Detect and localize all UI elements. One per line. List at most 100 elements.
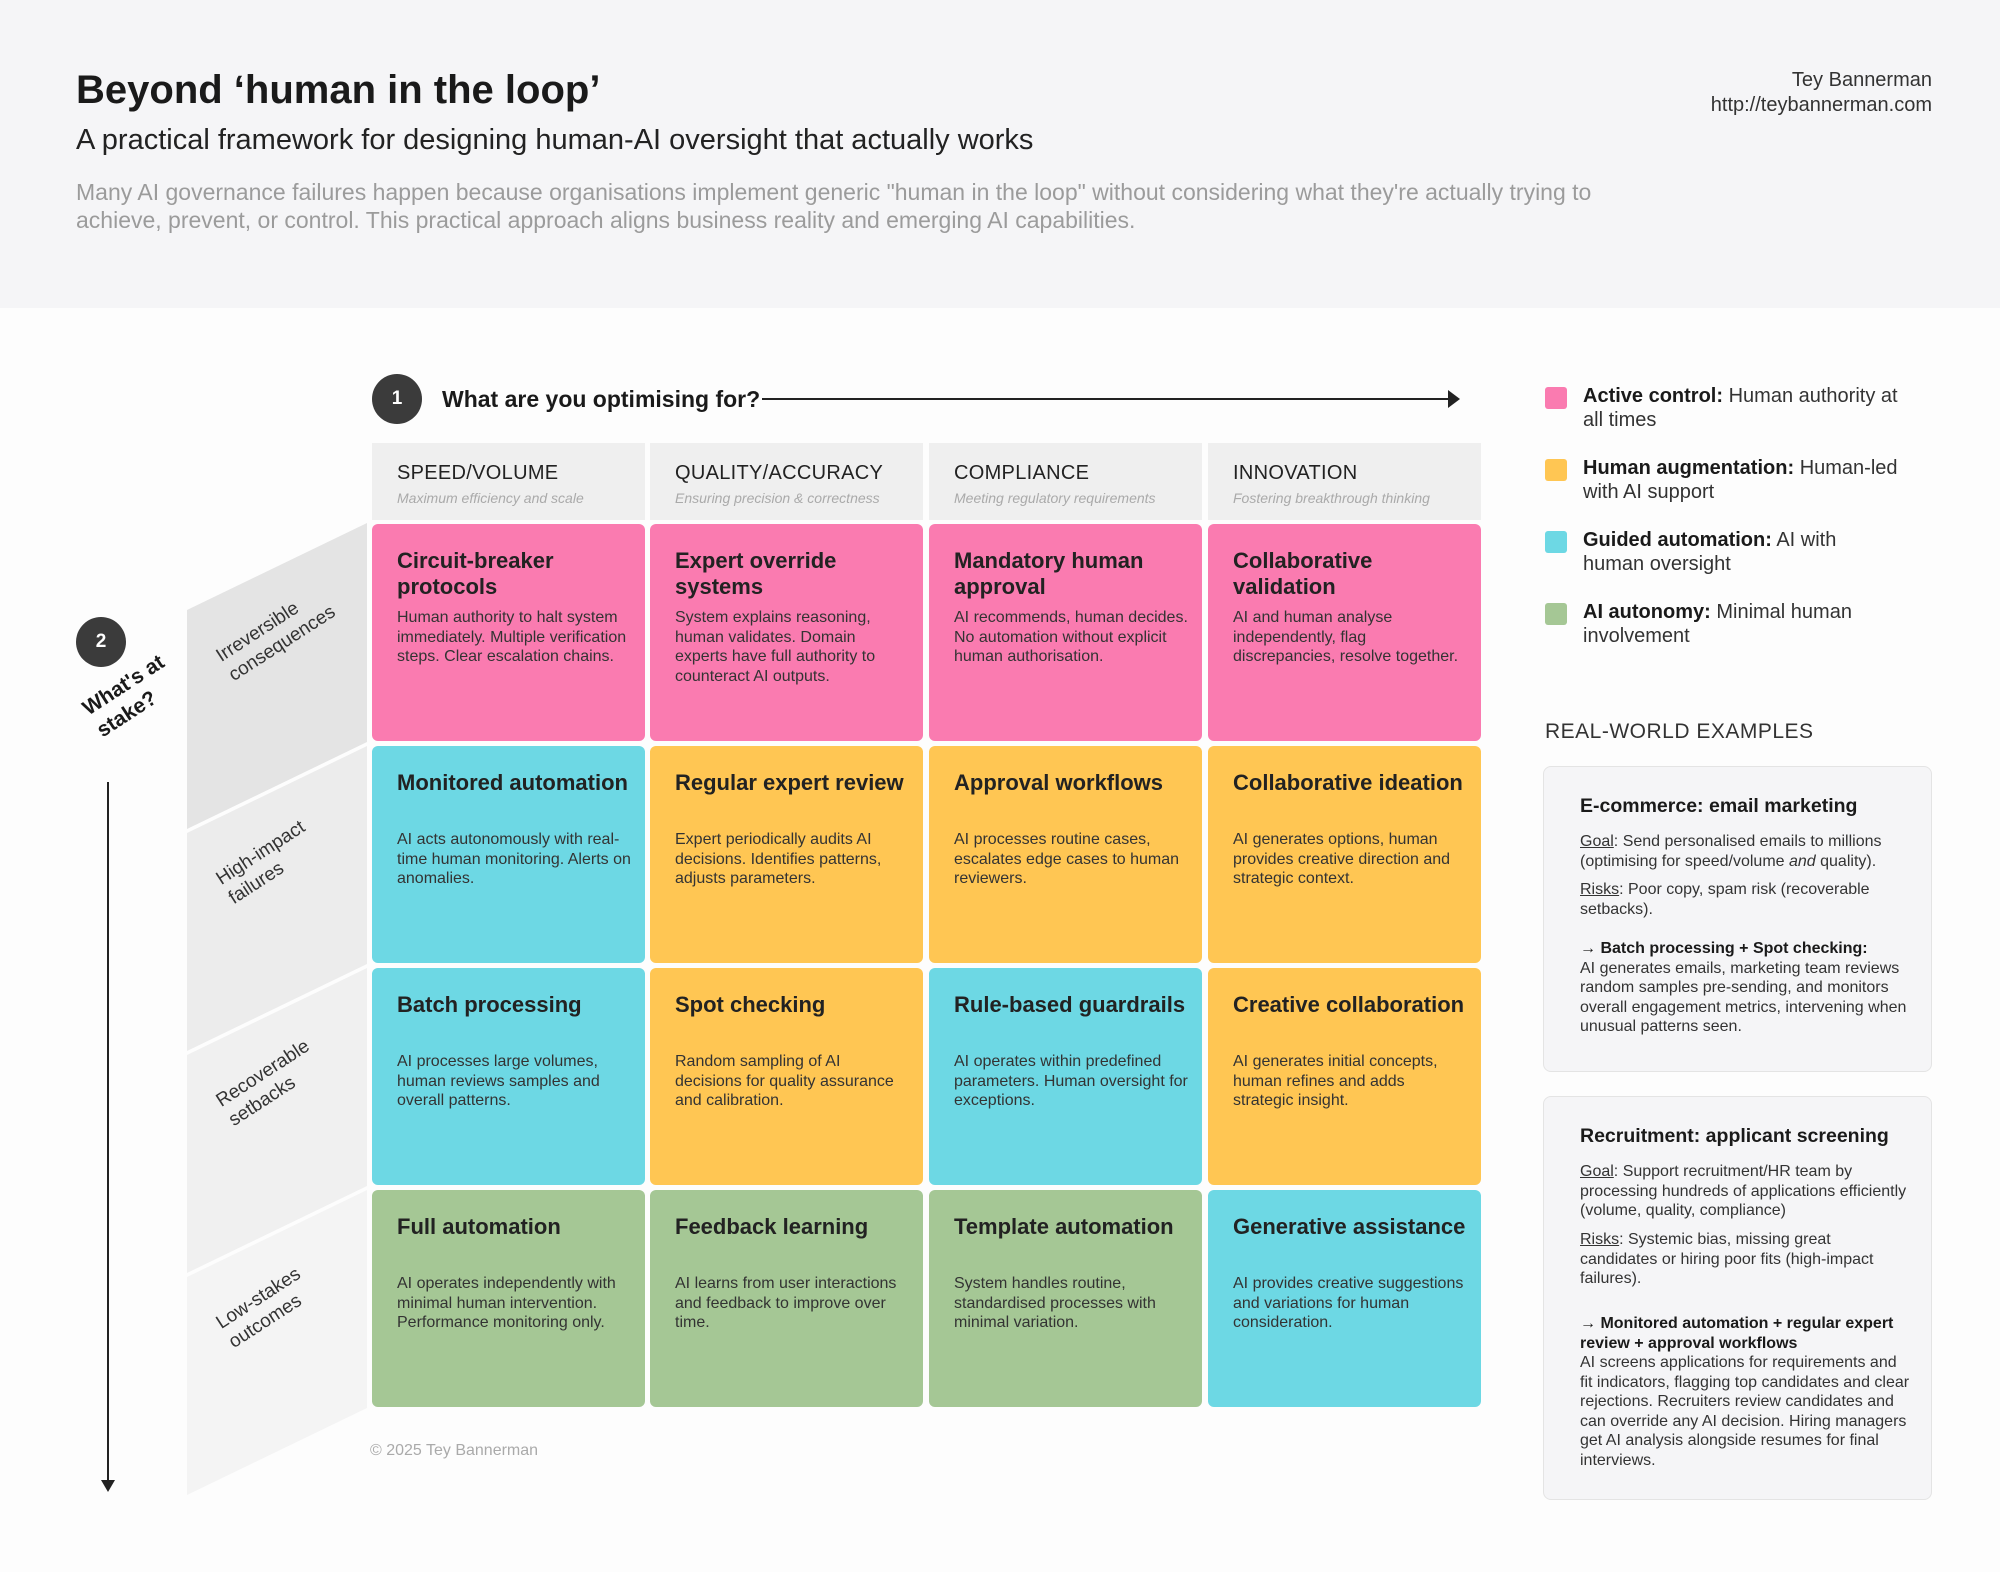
cell-title: Regular expert review xyxy=(675,770,904,795)
cell-mandatory-approval: Mandatory human approval AI recommends, … xyxy=(929,524,1202,741)
column-subtitle: Maximum efficiency and scale xyxy=(397,490,584,506)
page-title: Beyond ‘human in the loop’ xyxy=(76,68,601,112)
cell-regular-expert-review: Regular expert review Expert periodicall… xyxy=(650,746,923,963)
cell-title: Expert override systems xyxy=(675,548,837,599)
cell-circuit-breaker: Circuit-breaker protocols Human authorit… xyxy=(372,524,645,741)
legend-item-active-control: Active control: Human authority at all t… xyxy=(1545,384,1925,434)
cell-description: AI and human analyse independently, flag… xyxy=(1233,609,1459,665)
column-header-compliance: COMPLIANCE Meeting regulatory requiremen… xyxy=(929,443,1202,520)
cell-monitored-automation: Monitored automation AI acts autonomousl… xyxy=(372,746,645,963)
cell-full-automation: Full automation AI operates independentl… xyxy=(372,1190,645,1407)
cell-title: Collaborative ideation xyxy=(1233,770,1463,795)
optimising-axis: 1 What are you optimising for? xyxy=(372,374,1472,424)
cell-title: Full automation xyxy=(397,1214,561,1239)
legend-item-guided-automation: Guided automation: AI with human oversig… xyxy=(1545,528,1925,578)
column-header-innovation: INNOVATION Fostering breakthrough thinki… xyxy=(1208,443,1481,520)
cell-title: Creative collaboration xyxy=(1233,992,1465,1017)
cell-generative-assistance: Generative assistance AI provides creati… xyxy=(1208,1190,1481,1407)
cell-title: Mandatory human approval xyxy=(954,548,1144,599)
cell-description: AI recommends, human decides. No automat… xyxy=(954,609,1188,665)
legend-swatch xyxy=(1545,603,1567,625)
example-risks: Risks: Poor copy, spam risk (recoverable… xyxy=(1580,881,1870,918)
cell-description: AI provides creative suggestions and var… xyxy=(1233,1275,1464,1331)
cell-description: System handles routine, standardised pro… xyxy=(954,1275,1156,1331)
cell-expert-override: Expert override systems System explains … xyxy=(650,524,923,741)
cell-description: AI processes large volumes, human review… xyxy=(397,1053,600,1109)
cell-title: Rule-based guardrails xyxy=(954,992,1186,1017)
example-title: E-commerce: email marketing xyxy=(1580,795,1858,817)
example-recommendation: → Batch processing + Spot checking: AI g… xyxy=(1580,940,1907,1035)
stakes-axis-line xyxy=(107,782,109,1482)
cell-description: AI learns from user interactions and fee… xyxy=(675,1275,897,1331)
cell-feedback-learning: Feedback learning AI learns from user in… xyxy=(650,1190,923,1407)
cell-title: Circuit-breaker protocols xyxy=(397,548,554,599)
author-block: Tey Bannerman http://teybannerman.com xyxy=(1711,68,1932,118)
axis-label: What are you optimising for? xyxy=(442,386,761,412)
axis-line xyxy=(762,398,1456,400)
cell-collaborative-ideation: Collaborative ideation AI generates opti… xyxy=(1208,746,1481,963)
example-title: Recruitment: applicant screening xyxy=(1580,1125,1889,1147)
page-subtitle: A practical framework for designing huma… xyxy=(76,124,1034,156)
column-header-quality: QUALITY/ACCURACY Ensuring precision & co… xyxy=(650,443,923,520)
cell-title: Feedback learning xyxy=(675,1214,869,1239)
arrow-right-icon xyxy=(1448,390,1460,408)
column-subtitle: Meeting regulatory requirements xyxy=(954,490,1156,506)
legend-item-ai-autonomy: AI autonomy: Minimal human involvement xyxy=(1545,600,1925,650)
cell-description: AI acts autonomously with real-time huma… xyxy=(397,831,631,887)
example-goal: Goal: Support recruitment/HR team by pro… xyxy=(1580,1163,1907,1219)
cell-collaborative-validation: Collaborative validation AI and human an… xyxy=(1208,524,1481,741)
column-title: QUALITY/ACCURACY xyxy=(675,462,884,484)
legend-swatch xyxy=(1545,387,1567,409)
cell-title: Batch processing xyxy=(397,992,582,1017)
column-header-speed: SPEED/VOLUME Maximum efficiency and scal… xyxy=(372,443,645,520)
legend-swatch xyxy=(1545,531,1567,553)
legend-swatch xyxy=(1545,459,1567,481)
cell-description: AI operates independently with minimal h… xyxy=(397,1275,616,1331)
column-title: INNOVATION xyxy=(1233,462,1358,484)
cell-rule-based-guardrails: Rule-based guardrails AI operates within… xyxy=(929,968,1202,1185)
cell-title: Spot checking xyxy=(675,992,826,1017)
author-name: Tey Bannerman xyxy=(1791,69,1932,91)
arrow-down-icon xyxy=(101,1480,115,1492)
column-subtitle: Fostering breakthrough thinking xyxy=(1233,490,1430,506)
row-panel-high-impact xyxy=(187,746,367,1051)
row-panel-low-stakes xyxy=(187,1190,367,1495)
cell-title: Approval workflows xyxy=(954,770,1164,795)
cell-description: System explains reasoning, human validat… xyxy=(675,609,876,685)
axis-number-badge: 2 xyxy=(76,617,126,667)
cell-batch-processing: Batch processing AI processes large volu… xyxy=(372,968,645,1185)
cell-description: AI generates options, human provides cre… xyxy=(1233,831,1451,887)
column-title: SPEED/VOLUME xyxy=(397,462,559,484)
author-url[interactable]: http://teybannerman.com xyxy=(1710,94,1932,116)
column-title: COMPLIANCE xyxy=(954,462,1090,484)
cell-description: Human authority to halt system immediate… xyxy=(397,609,627,665)
column-subtitle: Ensuring precision & correctness xyxy=(675,490,880,506)
example-card-recruitment: Recruitment: applicant screening Goal: S… xyxy=(1543,1096,1932,1500)
example-card-ecommerce: E-commerce: email marketing Goal: Send p… xyxy=(1543,766,1932,1072)
cell-title: Monitored automation xyxy=(397,770,628,795)
legend-item-human-augmentation: Human augmentation: Human-led with AI su… xyxy=(1545,456,1925,506)
cell-spot-checking: Spot checking Random sampling of AI deci… xyxy=(650,968,923,1185)
cell-description: AI processes routine cases, escalates ed… xyxy=(954,831,1180,887)
example-recommendation: → Monitored automation + regular expert … xyxy=(1580,1315,1910,1469)
cell-approval-workflows: Approval workflows AI processes routine … xyxy=(929,746,1202,963)
axis-number-badge: 1 xyxy=(372,374,422,424)
cell-description: Expert periodically audits AI decisions.… xyxy=(675,831,882,887)
example-goal: Goal: Send personalised emails to millio… xyxy=(1580,833,1882,870)
cell-description: AI generates initial concepts, human ref… xyxy=(1233,1053,1438,1109)
cell-title: Generative assistance xyxy=(1233,1214,1466,1239)
intro-text: Many AI governance failures happen becau… xyxy=(76,179,1592,233)
cell-template-automation: Template automation System handles routi… xyxy=(929,1190,1202,1407)
cell-description: AI operates within predefined parameters… xyxy=(954,1053,1188,1109)
row-label-panels xyxy=(187,523,367,1495)
example-risks: Risks: Systemic bias, missing great cand… xyxy=(1580,1231,1874,1287)
row-panel-recoverable xyxy=(187,968,367,1273)
cell-creative-collaboration: Creative collaboration AI generates init… xyxy=(1208,968,1481,1185)
examples-heading: REAL-WORLD EXAMPLES xyxy=(1545,720,1814,743)
copyright-footer: © 2025 Tey Bannerman xyxy=(370,1442,539,1459)
header-band: Beyond ‘human in the loop’ A practical f… xyxy=(0,0,2000,308)
row-panel-irreversible xyxy=(187,523,367,829)
cell-description: Random sampling of AI decisions for qual… xyxy=(675,1053,894,1109)
cell-title: Collaborative validation xyxy=(1233,548,1373,599)
cell-title: Template automation xyxy=(954,1214,1174,1239)
